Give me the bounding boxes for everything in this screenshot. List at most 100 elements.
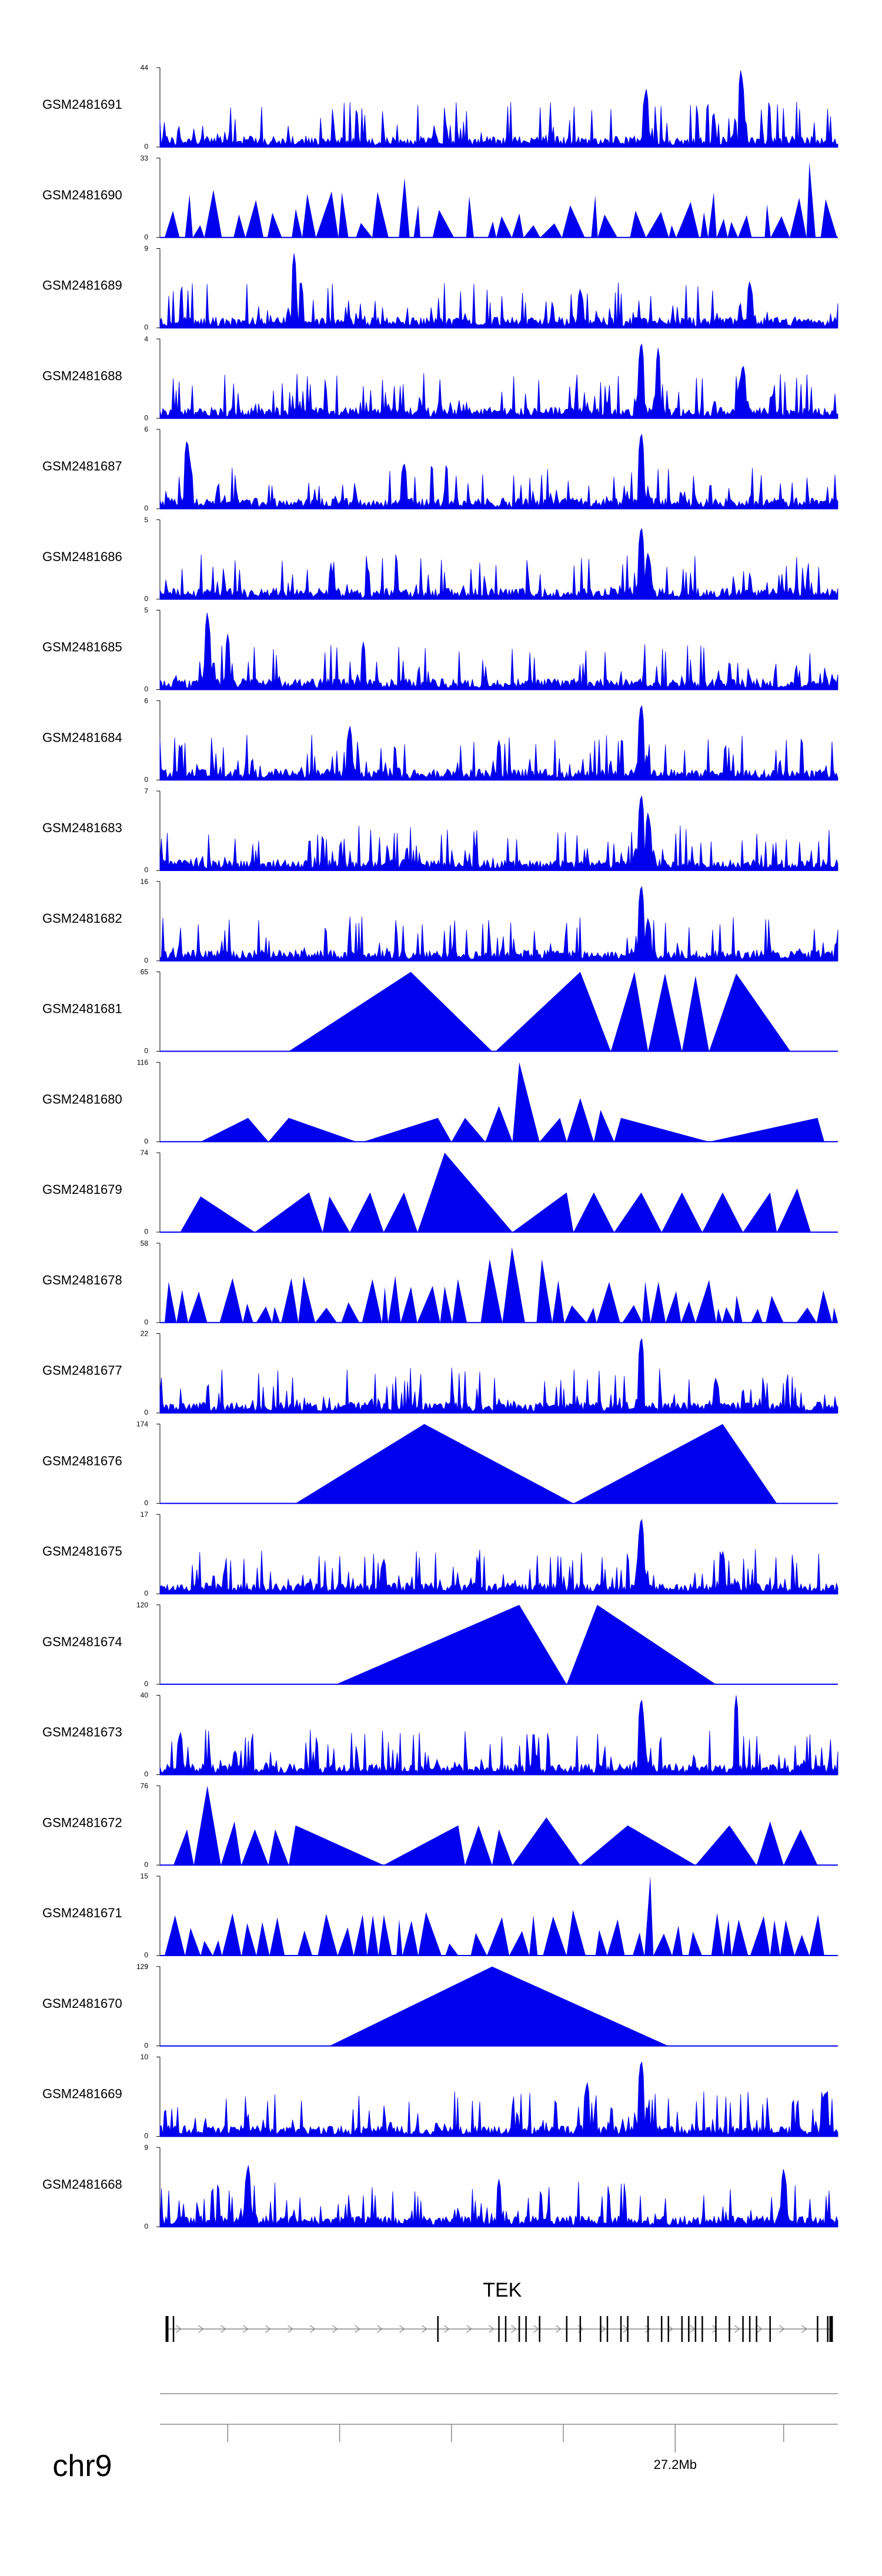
strand-arrow-icon — [779, 2325, 785, 2333]
y-min-label: 0 — [144, 1770, 148, 1778]
signal-peak — [743, 1192, 777, 1232]
signal-area — [159, 1519, 838, 1594]
signal-peak — [566, 1910, 586, 1956]
signal-peak — [417, 1286, 440, 1323]
y-min-label: 0 — [144, 1137, 148, 1145]
signal-peak — [610, 972, 649, 1052]
track-label: GSM2481673 — [42, 1725, 122, 1740]
signal-peak — [614, 1117, 709, 1142]
signal-peak — [709, 973, 791, 1052]
track-label: GSM2481687 — [42, 459, 122, 473]
track-GSM2481678: GSM2481678 58 0 — [42, 1239, 838, 1326]
signal-peak — [695, 1825, 757, 1866]
signal-peak — [255, 1192, 323, 1232]
signal-peak — [315, 1307, 337, 1323]
signal-peak — [363, 1117, 452, 1142]
signal-peak — [794, 1934, 810, 1956]
signal-peak — [633, 1932, 644, 1956]
signal-peak — [417, 1153, 513, 1232]
signal-peak — [552, 1280, 564, 1323]
signal-peak — [396, 1919, 403, 1956]
signal-peak — [512, 1192, 574, 1232]
signal-peak — [243, 1303, 253, 1323]
signal-peak — [777, 1188, 811, 1232]
signal-tracks: GSM2481691440GSM2481690330GSM248168990GS… — [42, 64, 838, 2230]
signal-peak — [193, 1786, 221, 1866]
signal-peak — [540, 223, 562, 238]
track-GSM2481689: GSM2481689 9 0 — [42, 245, 838, 332]
signal-peak — [688, 1931, 702, 1956]
signal-peak — [573, 1424, 777, 1504]
signal-peak — [256, 1922, 270, 1956]
track-GSM2481685: GSM2481685 5 0 — [42, 606, 838, 693]
strand-arrow-icon — [176, 2325, 182, 2333]
signal-peak — [268, 1117, 357, 1142]
track-label: GSM2481676 — [42, 1453, 122, 1468]
signal-peak — [723, 1920, 732, 1956]
signal-peak — [289, 972, 492, 1052]
track-GSM2481671: GSM2481671 15 0 — [42, 1872, 838, 1959]
track-label: GSM2481689 — [42, 278, 122, 293]
y-max-label: 76 — [141, 1781, 149, 1790]
track-label: GSM2481675 — [42, 1544, 122, 1559]
signal-peak — [529, 1915, 538, 1956]
signal-peak — [413, 205, 420, 238]
signal-peak — [796, 1307, 817, 1323]
signal-peak — [573, 1192, 614, 1232]
signal-area — [159, 70, 838, 148]
signal-peak — [440, 1286, 453, 1323]
strand-arrow-icon — [600, 2325, 606, 2333]
signal-peak — [222, 1913, 242, 1956]
signal-peak — [487, 1917, 510, 1956]
signal-peak — [766, 1296, 784, 1323]
signal-peak — [716, 1308, 723, 1323]
signal-peak — [418, 1911, 442, 1956]
signal-peak — [669, 225, 676, 238]
signal-peak — [653, 1933, 673, 1956]
strand-arrow-icon — [667, 2325, 673, 2333]
signal-peak — [727, 222, 739, 238]
signal-peak — [586, 1307, 597, 1323]
strand-arrow-icon — [734, 2325, 740, 2333]
signal-peak — [751, 1309, 763, 1323]
signal-peak — [382, 1287, 389, 1323]
signal-peak — [622, 1305, 643, 1323]
strand-arrow-icon — [220, 2325, 226, 2333]
signal-peak — [709, 1117, 824, 1142]
y-min-label: 0 — [144, 956, 148, 965]
signal-peak — [738, 215, 752, 238]
signal-peak — [502, 1247, 525, 1323]
signal-peak — [349, 1192, 384, 1232]
track-GSM2481668: GSM2481668 9 0 — [42, 2143, 838, 2230]
y-max-label: 129 — [136, 1963, 148, 1971]
signal-peak — [466, 196, 474, 238]
signal-peak — [595, 1930, 607, 1956]
signal-peak — [388, 1276, 401, 1323]
track-label: GSM2481671 — [42, 1906, 122, 1920]
signal-area — [159, 253, 838, 328]
signal-peak — [356, 222, 373, 238]
y-max-label: 6 — [144, 425, 148, 433]
signal-peak — [783, 1829, 818, 1866]
signal-peak — [539, 1117, 567, 1142]
track-label: GSM2481674 — [42, 1634, 122, 1649]
signal-peak — [681, 1301, 696, 1323]
y-max-label: 74 — [141, 1149, 149, 1157]
signal-peak — [445, 1943, 459, 1956]
signal-peak — [336, 1604, 567, 1684]
signal-peak — [242, 1923, 257, 1956]
signal-area — [159, 705, 838, 780]
signal-area — [159, 343, 838, 419]
y-max-label: 16 — [141, 877, 149, 886]
track-GSM2481687: GSM2481687 6 0 — [42, 425, 838, 512]
signal-peak — [512, 1062, 540, 1142]
signal-peak — [292, 209, 302, 238]
signal-peak — [711, 1913, 724, 1956]
track-GSM2481681: GSM2481681 65 0 — [42, 968, 838, 1055]
strand-arrow-icon — [332, 2325, 338, 2333]
signal-area — [159, 2061, 838, 2137]
signal-peak — [176, 1290, 188, 1323]
y-min-label: 0 — [144, 1409, 148, 1417]
track-GSM2481670: GSM2481670 129 0 — [42, 1963, 838, 2050]
